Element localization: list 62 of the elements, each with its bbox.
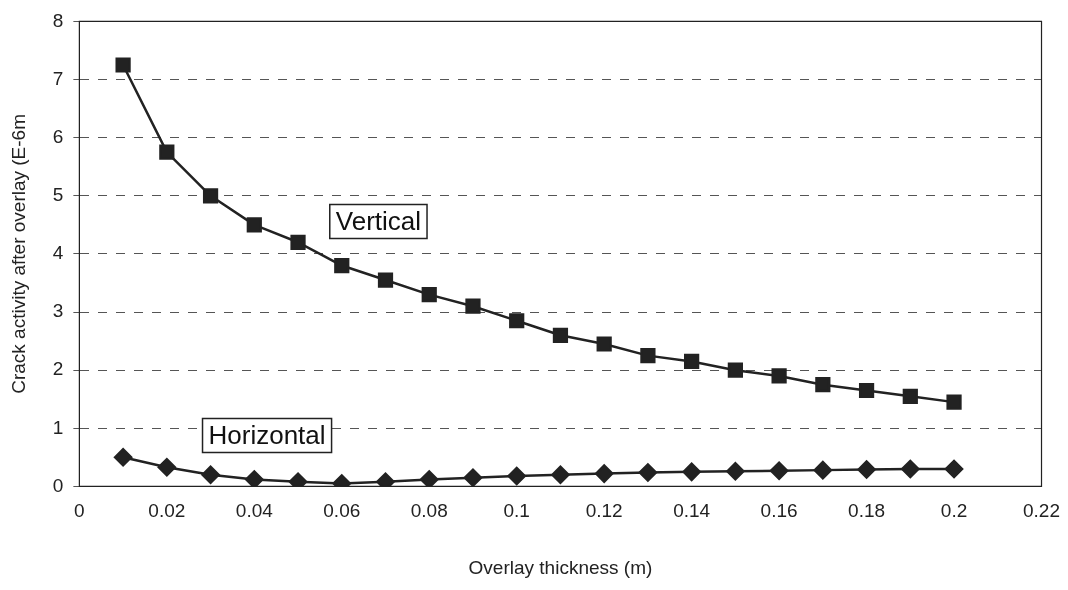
point (902, 388, 918, 404)
x-tick-label: 0.04 (235, 500, 274, 522)
x-tick-label: 0.1 (503, 500, 530, 522)
point (596, 336, 612, 352)
x-tick-label: 0.14 (673, 500, 711, 522)
point (813, 460, 833, 480)
y-tick-label: 8 (52, 9, 64, 31)
point (377, 272, 394, 288)
point (726, 462, 745, 481)
point (684, 353, 700, 370)
point (727, 362, 743, 378)
point (771, 368, 787, 384)
point (640, 348, 656, 364)
point (507, 466, 526, 486)
x-tick-label: 0.02 (148, 500, 186, 522)
y-tick-label: 3 (52, 300, 64, 322)
point (551, 465, 570, 485)
x-tick-label: 0.18 (848, 500, 886, 522)
point (594, 464, 614, 483)
point (552, 327, 569, 343)
point (509, 313, 525, 329)
x-tick-label: 0.06 (323, 500, 361, 522)
y-tick-label: 6 (52, 125, 64, 147)
point (638, 463, 658, 482)
y-tick-label: 7 (52, 67, 64, 89)
point (115, 57, 131, 73)
point (290, 234, 306, 250)
point (159, 144, 175, 160)
point (421, 286, 437, 303)
point (113, 448, 133, 467)
x-axis-title: Overlay thickness (m) (468, 556, 653, 578)
point (769, 461, 789, 480)
y-tick-label: 4 (52, 242, 64, 264)
point (463, 468, 483, 487)
x-tick-label: 0.22 (1023, 500, 1060, 522)
y-tick-label: 5 (52, 184, 64, 206)
y-axis-title: Crack activity after overlay (E-6m (7, 114, 29, 394)
point (946, 394, 962, 410)
y-tick-label: 2 (52, 358, 64, 380)
x-tick-label: 0.16 (760, 500, 798, 522)
point (901, 459, 920, 479)
y-tick-label: 0 (52, 474, 64, 496)
x-tick-label: 0 (74, 500, 85, 522)
y-tick-label: 1 (52, 416, 64, 438)
point (858, 382, 875, 399)
point (815, 377, 831, 393)
point (465, 298, 481, 314)
x-tick-label: 0.12 (585, 500, 623, 522)
point (334, 257, 350, 274)
point (682, 462, 701, 482)
series-label: Vertical (335, 205, 422, 236)
x-tick-label: 0.08 (410, 500, 448, 522)
point (944, 459, 964, 479)
point (245, 470, 264, 487)
point (419, 470, 439, 487)
x-tick-label: 0.2 (940, 500, 968, 522)
point (202, 188, 219, 204)
series-label: Horizontal (208, 419, 326, 450)
point (857, 460, 876, 479)
point (246, 217, 262, 233)
point (157, 457, 177, 477)
point (201, 465, 220, 485)
